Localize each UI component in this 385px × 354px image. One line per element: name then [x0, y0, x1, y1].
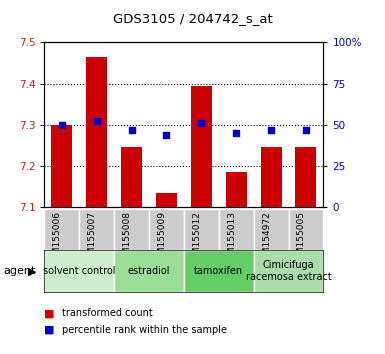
- Bar: [254, 209, 288, 250]
- Text: agent: agent: [4, 266, 36, 276]
- Text: tamoxifen: tamoxifen: [194, 266, 243, 276]
- Bar: [254, 250, 323, 292]
- Point: [303, 127, 309, 132]
- Text: GSM155013: GSM155013: [227, 211, 236, 266]
- Bar: [296, 147, 316, 207]
- Text: ■: ■: [44, 325, 55, 335]
- Text: GSM155007: GSM155007: [88, 211, 97, 266]
- Text: GSM155009: GSM155009: [157, 211, 166, 266]
- Text: percentile rank within the sample: percentile rank within the sample: [62, 325, 227, 335]
- Point: [59, 122, 65, 128]
- Text: GSM155008: GSM155008: [122, 211, 132, 266]
- Text: Cimicifuga
racemosa extract: Cimicifuga racemosa extract: [246, 260, 331, 282]
- Text: ■: ■: [44, 308, 55, 318]
- Bar: [86, 57, 107, 207]
- Bar: [149, 209, 184, 250]
- Text: GSM155012: GSM155012: [192, 211, 201, 266]
- Point: [268, 127, 274, 132]
- Point: [198, 120, 204, 126]
- Text: transformed count: transformed count: [62, 308, 152, 318]
- Text: solvent control: solvent control: [43, 266, 116, 276]
- Bar: [156, 193, 177, 207]
- Text: GSM155006: GSM155006: [53, 211, 62, 266]
- Bar: [288, 209, 323, 250]
- Bar: [226, 172, 247, 207]
- Text: ▶: ▶: [28, 266, 37, 276]
- Text: GSM155005: GSM155005: [297, 211, 306, 266]
- Bar: [191, 86, 212, 207]
- Bar: [44, 209, 79, 250]
- Point: [94, 119, 100, 124]
- Point: [129, 127, 135, 132]
- Bar: [121, 147, 142, 207]
- Bar: [44, 250, 114, 292]
- Text: estradiol: estradiol: [128, 266, 170, 276]
- Bar: [114, 209, 149, 250]
- Bar: [79, 209, 114, 250]
- Bar: [219, 209, 254, 250]
- Text: GDS3105 / 204742_s_at: GDS3105 / 204742_s_at: [113, 12, 272, 25]
- Bar: [51, 125, 72, 207]
- Bar: [261, 147, 281, 207]
- Bar: [184, 209, 219, 250]
- Bar: [184, 250, 254, 292]
- Text: GSM154972: GSM154972: [262, 211, 271, 266]
- Point: [233, 130, 239, 136]
- Point: [163, 132, 169, 137]
- Bar: [114, 250, 184, 292]
